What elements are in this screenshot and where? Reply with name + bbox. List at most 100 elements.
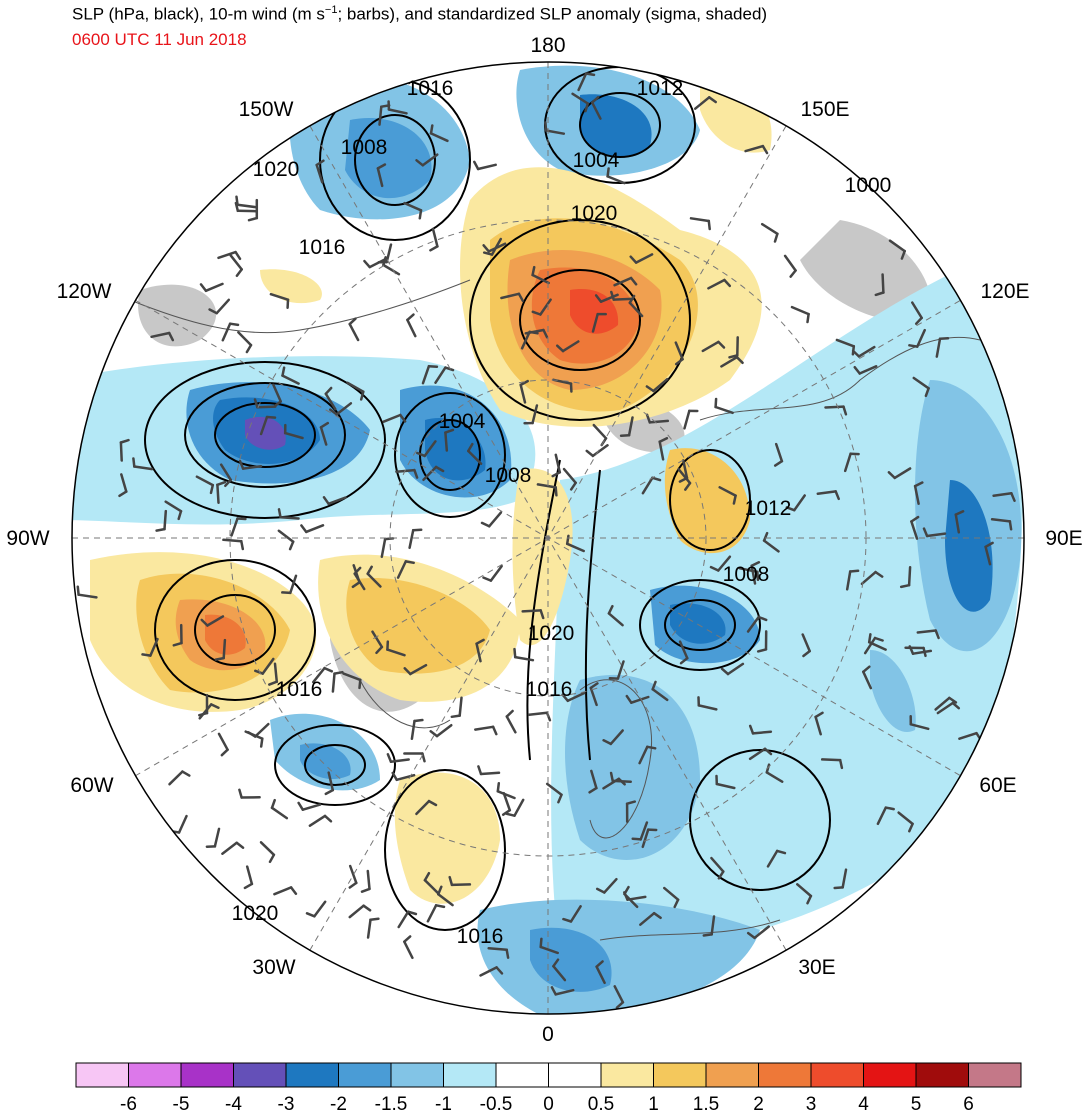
- lon-label-30e: 30E: [798, 956, 835, 979]
- wind-barb-flag: [610, 290, 615, 301]
- wind-barb-flag: [254, 669, 264, 675]
- wind-barb: [217, 732, 229, 751]
- wind-barb: [519, 383, 527, 404]
- wind-barb-flag: [806, 894, 813, 905]
- wind-barb: [221, 841, 238, 855]
- wind-barb: [639, 911, 656, 926]
- wind-barb: [746, 615, 760, 633]
- wind-barb: [366, 918, 372, 939]
- wind-barb-flag: [619, 433, 631, 438]
- wind-barb: [790, 305, 810, 316]
- negative-anomaly-shading: [72, 65, 1023, 1014]
- wind-barb: [313, 900, 327, 918]
- wind-barb: [217, 250, 237, 260]
- wind-barb-flag: [224, 478, 233, 488]
- isobar-label: 1020: [528, 622, 575, 645]
- wind-barb: [843, 452, 852, 473]
- wind-barb: [219, 463, 233, 482]
- wind-barb-flag: [429, 245, 439, 252]
- wind-barb: [710, 856, 725, 873]
- wind-barb-flag: [1008, 520, 1013, 531]
- wind-barb: [911, 649, 933, 655]
- isobars: [144, 66, 831, 931]
- wind-barb: [479, 966, 498, 977]
- colorbar-tick-label: 2: [753, 1094, 764, 1112]
- wind-barb-flag: [814, 711, 824, 719]
- wind-barb: [527, 711, 549, 716]
- wind-barb-flag: [884, 806, 895, 811]
- wind-barb-flag: [209, 703, 220, 709]
- wind-barb-flag: [625, 800, 637, 805]
- colorbar-box: [968, 1062, 1022, 1088]
- wind-barb-flag: [243, 882, 254, 890]
- wind-barb-flag: [423, 871, 431, 882]
- wind-barb-flag: [645, 385, 655, 393]
- colorbar-box: [128, 1062, 182, 1088]
- wind-barb-flag: [315, 159, 325, 167]
- wind-barb: [658, 440, 665, 461]
- wind-barb: [371, 630, 384, 649]
- wind-barb-flag: [673, 898, 680, 909]
- wind-barb-flag: [406, 910, 418, 916]
- wind-barb: [590, 769, 598, 790]
- wind-barb-flag: [376, 163, 387, 170]
- wind-barb: [259, 415, 269, 436]
- valid-time: 0600 UTC 11 Jun 2018: [72, 30, 247, 49]
- wind-barb: [607, 612, 624, 627]
- wind-barb-flag: [652, 911, 662, 920]
- wind-barb: [893, 467, 912, 480]
- wind-barb: [641, 476, 654, 495]
- wind-barb-flag: [984, 541, 994, 549]
- wind-barb: [426, 904, 438, 923]
- wind-barb-flag: [552, 958, 560, 968]
- wind-barb: [750, 564, 757, 585]
- wind-barb: [476, 163, 497, 171]
- colorbar-box: [233, 1062, 287, 1088]
- colorbar-tick-label: -6: [120, 1094, 137, 1112]
- lon-label-150e: 150E: [800, 98, 849, 121]
- wind-barb: [395, 773, 416, 782]
- wind-barb: [616, 660, 625, 680]
- wind-barb-flag: [362, 904, 372, 912]
- wind-barb: [720, 355, 739, 368]
- wind-barb: [958, 731, 978, 740]
- wind-barb-flag: [609, 771, 614, 783]
- wind-barb: [366, 572, 382, 588]
- wind-barb: [992, 492, 1013, 497]
- colorbar-labels: -6 -5 -4 -3 -2 -1.5 -1 -0.5 0 0.5 1 1.5 2 3 4 5 6: [120, 1094, 974, 1112]
- wind-barb-flag: [684, 481, 692, 491]
- wind-barb: [801, 633, 811, 653]
- isobar-labels: 1016 1012 1008 1004 1000 1020 1020 1016 …: [232, 77, 892, 948]
- wind-barb-flag: [732, 494, 737, 505]
- wind-barb-flag: [181, 770, 191, 777]
- colorbar-box: [758, 1062, 812, 1088]
- wind-barb: [213, 827, 221, 848]
- wind-barb-flag: [651, 476, 662, 482]
- wind-barb: [421, 364, 431, 385]
- wind-barb-flag: [208, 308, 218, 315]
- wind-barb-flag: [413, 468, 419, 479]
- wind-barb: [415, 799, 431, 816]
- wind-barb-flag: [297, 801, 305, 811]
- wind-barb: [591, 444, 609, 458]
- wind-barb-flag: [391, 771, 398, 782]
- wind-barb-flag: [631, 837, 642, 841]
- wind-barb: [701, 340, 720, 353]
- wind-barb-flag: [434, 904, 446, 909]
- wind-barb-flag: [867, 633, 872, 644]
- wind-barb: [738, 567, 759, 574]
- wind-barb: [599, 293, 619, 303]
- wind-barb: [603, 877, 618, 894]
- wind-barb: [195, 475, 215, 487]
- colorbar-tick-label: 5: [911, 1094, 922, 1112]
- wind-barbs: [76, 72, 1016, 1009]
- colorbar-tick-label: 1.5: [693, 1094, 719, 1112]
- wind-barb-flag: [323, 814, 333, 823]
- wind-barb: [634, 253, 654, 264]
- wind-barb: [592, 423, 608, 440]
- wind-barb-flag: [874, 291, 885, 297]
- wind-barb-flag: [323, 666, 334, 673]
- isobar-label: 1020: [571, 202, 618, 225]
- wind-barb: [479, 771, 501, 776]
